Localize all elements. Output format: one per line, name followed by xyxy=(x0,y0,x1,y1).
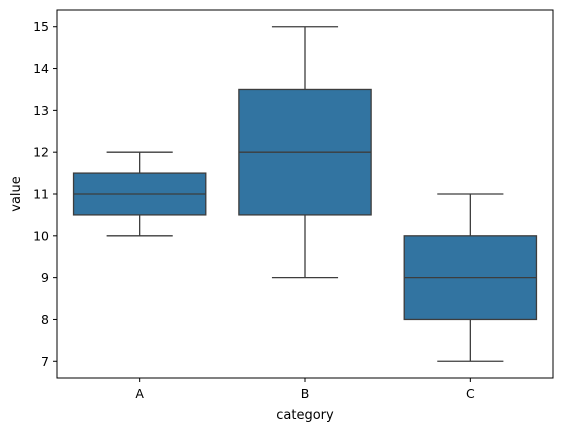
y-axis-label: value xyxy=(9,176,24,212)
y-tick-label-14: 14 xyxy=(33,61,49,76)
y-tick-label-9: 9 xyxy=(41,270,49,285)
x-tick-label-A: A xyxy=(135,386,144,401)
y-tick-label-12: 12 xyxy=(33,145,49,160)
y-tick-label-8: 8 xyxy=(41,312,49,327)
y-tick-label-10: 10 xyxy=(33,228,49,243)
y-tick-label-11: 11 xyxy=(33,187,49,202)
y-tick-label-7: 7 xyxy=(41,354,49,369)
x-axis-label: category xyxy=(276,408,334,423)
x-tick-label-C: C xyxy=(466,386,475,401)
y-tick-label-15: 15 xyxy=(33,19,49,34)
y-tick-label-13: 13 xyxy=(33,103,49,118)
plot-layer xyxy=(72,26,538,362)
plot-frame xyxy=(56,9,554,379)
ticks-layer: A B C 7 8 9 10 11 12 13 14 15 xyxy=(33,19,475,401)
box-B xyxy=(238,26,372,279)
x-tick-label-B: B xyxy=(301,386,310,401)
box-A xyxy=(72,151,207,237)
box-C xyxy=(403,193,538,362)
